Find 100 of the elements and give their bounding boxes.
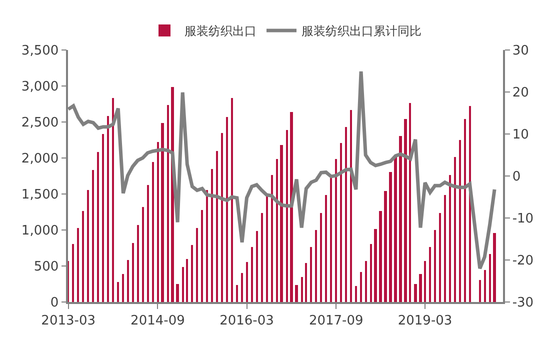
bar — [77, 228, 79, 302]
y-tick-label: 2,000 — [21, 152, 59, 167]
bar — [112, 98, 114, 302]
bar — [127, 260, 129, 302]
bar — [399, 136, 402, 302]
bar — [444, 195, 446, 302]
bar — [479, 280, 481, 302]
bar — [246, 262, 248, 302]
bar — [449, 175, 451, 302]
bar — [261, 213, 263, 302]
x-tick-label: 2017-09 — [308, 313, 364, 328]
y-tick-label: 1,500 — [21, 188, 59, 203]
bar — [493, 233, 496, 302]
bar — [211, 169, 213, 302]
y-tick-label: 1,000 — [21, 224, 59, 239]
bar — [315, 230, 317, 302]
bar — [102, 134, 104, 302]
bar — [280, 145, 283, 302]
bar — [82, 211, 84, 302]
bar — [201, 210, 203, 302]
bar — [320, 213, 322, 302]
y2-tick-label: 0 — [512, 170, 521, 185]
bar — [92, 170, 94, 302]
bar — [489, 254, 491, 302]
bar — [157, 142, 159, 302]
bar — [301, 277, 303, 302]
y2-tick-label: 20 — [512, 86, 529, 101]
legend-label: 服装纺织出口累计同比 — [302, 24, 422, 38]
bar — [176, 284, 179, 302]
bar — [389, 172, 392, 302]
bar — [434, 230, 436, 302]
bar — [429, 247, 431, 302]
bar — [305, 263, 307, 302]
bar — [374, 229, 377, 302]
bar — [424, 261, 426, 302]
x-tick-label: 2019-03 — [398, 313, 452, 328]
bar — [295, 285, 298, 302]
bar — [226, 117, 228, 302]
y2-tick-label: 30 — [512, 44, 529, 59]
bar — [484, 270, 486, 302]
bar — [107, 116, 109, 302]
bar — [117, 282, 119, 302]
bar — [236, 285, 238, 302]
bar — [325, 195, 327, 302]
bar — [330, 178, 332, 302]
bar — [161, 123, 164, 302]
x-tick-label: 2014-09 — [130, 313, 185, 328]
bar — [167, 105, 169, 302]
bar — [459, 140, 461, 302]
bar — [419, 274, 422, 302]
bar — [355, 286, 357, 302]
bar — [350, 110, 352, 302]
bar — [271, 175, 273, 302]
y2-tick-label: -30 — [512, 296, 534, 311]
x-tick-label: 2016-03 — [220, 313, 274, 328]
bar — [182, 267, 184, 302]
bar — [256, 231, 258, 302]
bar — [191, 245, 193, 302]
bar — [137, 225, 139, 302]
y-tick-label: 3,500 — [21, 44, 59, 59]
bar — [241, 273, 243, 302]
bar — [409, 103, 411, 302]
y-tick-label: 500 — [34, 260, 59, 275]
y-tick-label: 3,000 — [21, 80, 59, 95]
bar — [384, 191, 387, 302]
bar — [360, 272, 362, 302]
bar — [87, 190, 89, 302]
bar — [345, 127, 347, 302]
bar — [464, 119, 466, 302]
bar — [72, 244, 74, 302]
bar — [206, 190, 208, 302]
legend-label: 服装纺织出口 — [184, 24, 256, 38]
bar — [414, 284, 417, 302]
bar — [142, 207, 144, 302]
bar — [216, 151, 218, 302]
y-tick-label: 0 — [50, 296, 59, 311]
bar — [290, 112, 293, 302]
bar — [340, 143, 342, 302]
bar — [147, 185, 149, 302]
bar — [469, 106, 471, 302]
bar — [394, 157, 397, 302]
bar — [335, 159, 337, 302]
x-tick-label: 2013-03 — [41, 313, 96, 328]
bar — [379, 211, 382, 302]
bar — [365, 261, 367, 302]
bar — [286, 130, 288, 302]
bar — [310, 247, 312, 302]
bar — [221, 133, 223, 302]
bar — [152, 162, 154, 302]
bar — [122, 274, 124, 302]
y2-tick-label: -10 — [512, 212, 534, 227]
y2-tick-label: 10 — [512, 128, 529, 143]
bar — [186, 259, 188, 302]
bar — [266, 196, 268, 302]
bar — [231, 98, 233, 302]
y-tick-label: 2,500 — [21, 116, 59, 131]
bar — [251, 247, 253, 302]
bar — [370, 244, 372, 302]
bar — [276, 159, 278, 302]
bar — [454, 157, 456, 302]
